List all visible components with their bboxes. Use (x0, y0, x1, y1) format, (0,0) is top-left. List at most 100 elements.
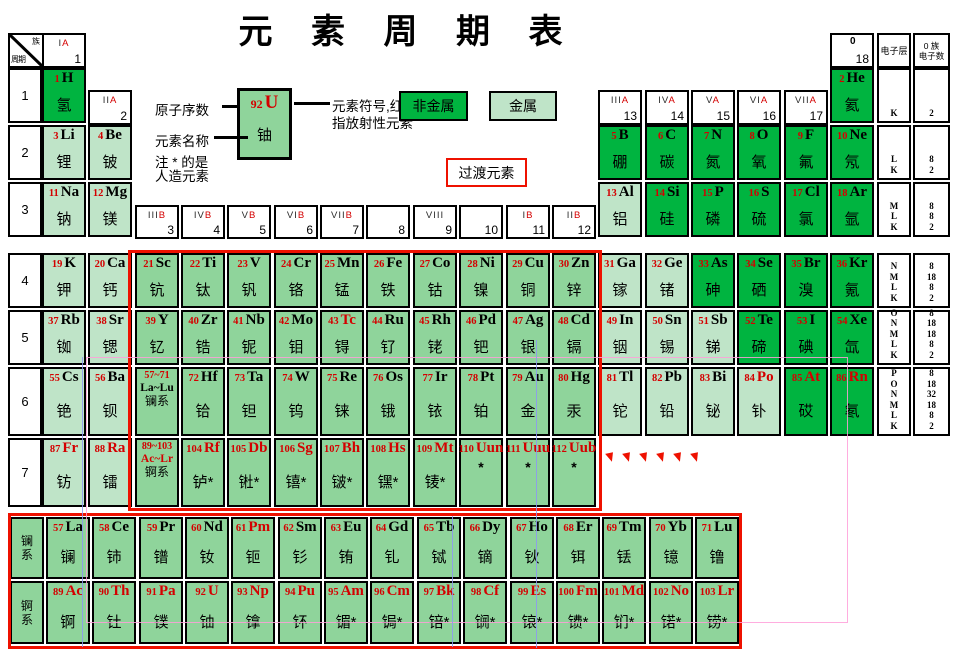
element-Tl: 81 Tl 铊 (598, 367, 642, 436)
element-Cs: 55 Cs 铯 (42, 367, 86, 436)
group-0-label: 0 (850, 36, 856, 47)
group-header-12: IIB 12 (552, 205, 596, 239)
element-Hf: 72 Hf 铪 (181, 367, 225, 436)
element-Re: 75 Re 铼 (320, 367, 364, 436)
element-Pr: 59 Pr 镨 (139, 517, 183, 579)
element-Np: 93 Np 镎 (231, 581, 275, 644)
element-Os: 76 Os 锇 (366, 367, 410, 436)
element-Pb: 82 Pb 铅 (645, 367, 689, 436)
continuation-dot (673, 452, 683, 463)
element-Sn: 50 Sn 锡 (645, 310, 689, 365)
element-As: 33 As 砷 (691, 253, 735, 308)
element-Po: 84 Po 钋 (737, 367, 781, 436)
element-Pm: 61 Pm 钷 (231, 517, 275, 579)
element-Ag: 47 Ag 银 (506, 310, 550, 365)
element-Bk: 97 Bk 锫* (417, 581, 461, 644)
electron-count-header-line1: 0 族 (923, 40, 940, 51)
element-Th: 90 Th 钍 (92, 581, 136, 644)
legend-atomic-number-label: 原子序数 (155, 103, 209, 118)
element-Nb: 41 Nb 铌 (227, 310, 271, 365)
element-S: 16 S 硫 (737, 182, 781, 237)
element-Ce: 58 Ce 铈 (92, 517, 136, 579)
legend-sample-element: 92 U 铀 (237, 88, 292, 160)
nonmetal-legend-label: 非金属 (412, 98, 455, 114)
element-Es: 99 Es 锿* (510, 581, 554, 644)
corner-period-label: 周期 (11, 55, 26, 64)
element-Pt: 78 Pt 铂 (459, 367, 503, 436)
element-Hg: 80 Hg 汞 (552, 367, 596, 436)
element-Tc: 43 Tc 锝 (320, 310, 364, 365)
element-Sc: 21 Sc 钪 (135, 253, 179, 308)
legend-note-1: 注 * 的是 (155, 155, 209, 170)
element-K: 19 K 钾 (42, 253, 86, 308)
group-header-15: VA 15 (691, 90, 735, 125)
corner-group-label: 族 (32, 37, 40, 46)
group-header-1: IA 1 (42, 33, 86, 68)
legend-line (222, 105, 238, 108)
period-label-3: 3 (8, 182, 42, 237)
element-Fm: 100 Fm 镄* (556, 581, 600, 644)
element-P: 15 P 磷 (691, 182, 735, 237)
element-At: 85 At 砹 (784, 367, 828, 436)
continuation-dot (656, 452, 666, 463)
element-Tb: 65 Tb 铽 (417, 517, 461, 579)
element-Sm: 62 Sm 钐 (278, 517, 322, 579)
element-Dy: 66 Dy 镝 (463, 517, 507, 579)
element-Mo: 42 Mo 钼 (274, 310, 318, 365)
group-header-16: VIA 16 (737, 90, 781, 125)
element-Ra: 88 Ra 镭 (88, 438, 132, 507)
shell-counts-p1: 2 (913, 68, 950, 123)
element-Mn: 25 Mn 锰 (320, 253, 364, 308)
group-header-14: IVA 14 (645, 90, 689, 125)
element-Tm: 69 Tm 铥 (602, 517, 646, 579)
element-Bi: 83 Bi 铋 (691, 367, 735, 436)
element-Db: 105 Db 𬭊* (227, 438, 271, 507)
element-Mg: 12 Mg 镁 (88, 182, 132, 237)
electron-shell-header-text: 电子层 (880, 45, 908, 56)
period-label-1: 1 (8, 68, 42, 123)
group-header-4: IVB 4 (181, 205, 225, 239)
group-header-10: 10 (459, 205, 503, 239)
legend-line (214, 136, 248, 139)
element-Ta: 73 Ta 钽 (227, 367, 271, 436)
period-label-7: 7 (8, 438, 42, 507)
element-Si: 14 Si 硅 (645, 182, 689, 237)
element-Rb: 37 Rb 铷 (42, 310, 86, 365)
continuation-dot (639, 452, 649, 463)
continuation-dot (605, 452, 615, 463)
electron-shell-header: 电子层 (877, 33, 911, 68)
group-header-5: VB 5 (227, 205, 271, 239)
corner-cell: 族 周期 (8, 33, 44, 68)
element-Be: 4 Be 铍 (88, 125, 132, 180)
legend-symbol-note-2: 指放射性元素 (332, 116, 413, 131)
element-Zr: 40 Zr 锆 (181, 310, 225, 365)
element-Eu: 63 Eu 铕 (324, 517, 368, 579)
element-U: 92 U 铀 (185, 581, 229, 644)
legend-symbol-note-1: 元素符号,红色 (332, 99, 417, 114)
element-In: 49 In 铟 (598, 310, 642, 365)
element-Uub: 112 Uub * (552, 438, 596, 507)
element-Ac: 89 Ac 锕 (46, 581, 90, 644)
element-Yb: 70 Yb 镱 (649, 517, 693, 579)
period-label-2: 2 (8, 125, 42, 180)
element-He: 2 He 氦 (830, 68, 874, 123)
element-La~Lu: 57~71 La~Lu 镧系 (135, 367, 179, 436)
group-header-8: 8 (366, 205, 410, 239)
element-Ir: 77 Ir 铱 (413, 367, 457, 436)
period-label-4: 4 (8, 253, 42, 308)
element-Gd: 64 Gd 钆 (370, 517, 414, 579)
element-Cr: 24 Cr 铬 (274, 253, 318, 308)
element-Li: 3 Li 锂 (42, 125, 86, 180)
metal-legend-chip: 金属 (489, 91, 557, 121)
element-Y: 39 Y 钇 (135, 310, 179, 365)
element-Nd: 60 Nd 钕 (185, 517, 229, 579)
element-Ru: 44 Ru 钌 (366, 310, 410, 365)
shell-counts-p4: 8 18 8 2 (913, 253, 950, 308)
